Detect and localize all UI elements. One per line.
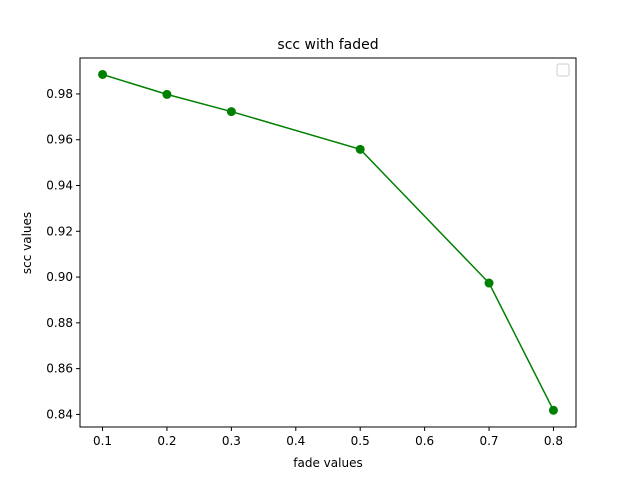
data-point bbox=[98, 69, 108, 79]
x-tick-label: 0.4 bbox=[286, 434, 305, 448]
x-axis-label: fade values bbox=[293, 456, 362, 470]
y-tick-label: 0.92 bbox=[46, 224, 73, 238]
x-tick-label: 0.2 bbox=[157, 434, 176, 448]
legend-box bbox=[556, 63, 570, 77]
x-tick-label: 0.8 bbox=[544, 434, 563, 448]
y-axis-label: scc values bbox=[20, 212, 34, 274]
x-tick-label: 0.7 bbox=[479, 434, 498, 448]
data-series bbox=[98, 69, 558, 415]
y-tick-label: 0.88 bbox=[46, 316, 73, 330]
y-tick-label: 0.98 bbox=[46, 87, 73, 101]
y-tick-label: 0.90 bbox=[46, 270, 73, 284]
data-point bbox=[548, 405, 558, 415]
data-point bbox=[355, 144, 365, 154]
x-tick-label: 0.3 bbox=[222, 434, 241, 448]
x-tick-label: 0.1 bbox=[93, 434, 112, 448]
x-tick-label: 0.5 bbox=[351, 434, 370, 448]
chart-title: scc with faded bbox=[277, 37, 378, 53]
data-point bbox=[226, 107, 236, 117]
x-tick-label: 0.6 bbox=[415, 434, 434, 448]
series-line bbox=[102, 73, 555, 411]
y-tick-label: 0.96 bbox=[46, 133, 73, 147]
y-tick-label: 0.94 bbox=[46, 179, 73, 193]
y-tick-label: 0.86 bbox=[46, 362, 73, 376]
data-point bbox=[162, 89, 172, 99]
plot-area-frame bbox=[79, 57, 577, 428]
data-point bbox=[484, 278, 494, 288]
axis-ticks: 0.1 0.2 0.3 0.4 0.5 0.6 0.7 0.8 0.84 0.86 0.88 0.90… bbox=[46, 87, 563, 448]
y-tick-label: 0.84 bbox=[46, 407, 73, 421]
